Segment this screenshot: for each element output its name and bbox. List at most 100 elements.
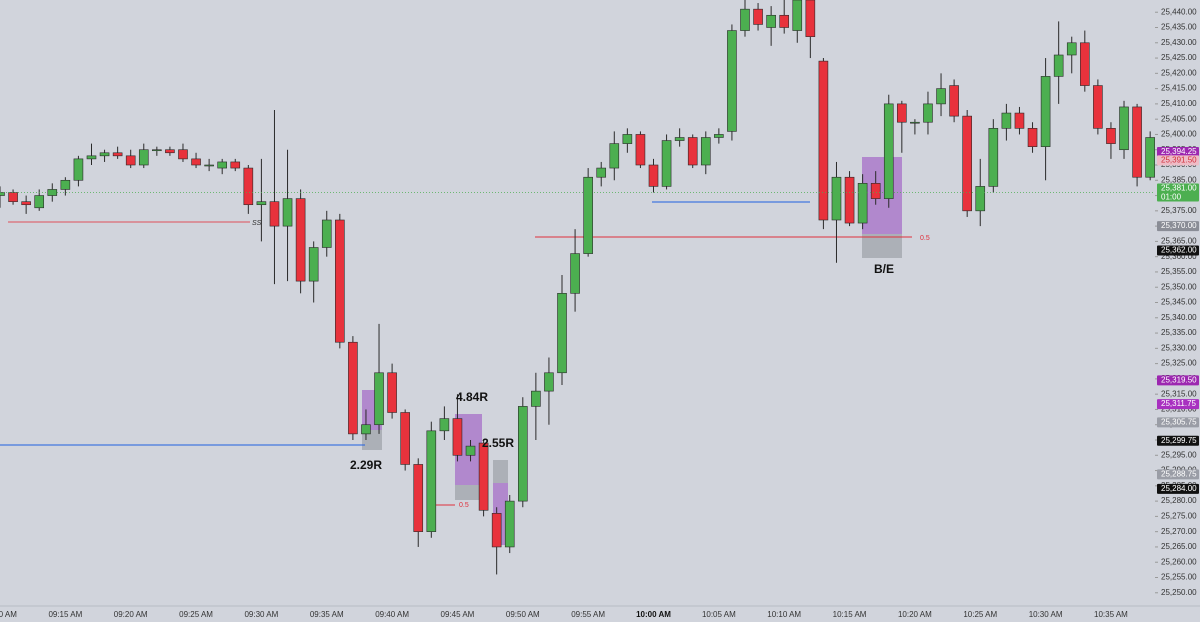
y-tick-label: 25,405.00 <box>1161 114 1197 123</box>
candle-body <box>674 137 685 141</box>
price-badge <box>1157 469 1199 480</box>
annotation: 0.5 <box>920 235 930 242</box>
candle-body <box>583 176 593 254</box>
y-tick-label: 25,250.00 <box>1161 588 1197 597</box>
candle-body <box>1027 128 1038 147</box>
y-tick-label: 25,425.00 <box>1161 53 1197 62</box>
candle-body <box>923 103 933 123</box>
candle-body <box>21 201 31 206</box>
x-tick-label: 10:35 AM <box>1094 610 1128 619</box>
y-tick-label: 25,280.00 <box>1161 496 1197 505</box>
candle-body <box>792 0 803 31</box>
candle-body <box>295 198 306 282</box>
candles <box>0 0 1155 575</box>
y-tick-label: 25,295.00 <box>1161 450 1197 459</box>
candle-body <box>517 406 528 502</box>
candle-body <box>740 8 750 31</box>
price-badge-label: 25,394.25 <box>1161 147 1197 156</box>
price-badge-countdown: 01:00 <box>1161 193 1182 202</box>
x-tick-label: 10:15 AM <box>833 610 867 619</box>
candle-body <box>975 186 986 212</box>
candle-body <box>1066 42 1077 56</box>
x-tick-label: 10:25 AM <box>963 610 997 619</box>
candle-body <box>439 418 450 432</box>
y-tick-label: 25,360.00 <box>1161 252 1197 261</box>
price-badge <box>1157 483 1199 494</box>
y-tick-label: 25,350.00 <box>1161 282 1197 291</box>
risk-zone <box>493 460 508 483</box>
candle-body <box>635 134 646 166</box>
y-tick-label: 25,375.00 <box>1161 206 1197 215</box>
y-tick-label: 25,315.00 <box>1161 389 1197 398</box>
x-tick-label: 09:45 AM <box>441 610 475 619</box>
price-badge <box>1157 245 1199 256</box>
candle-body <box>531 390 541 407</box>
risk-zone <box>362 430 382 450</box>
x-tick-label: 10:20 AM <box>898 610 932 619</box>
y-tick-label: 25,355.00 <box>1161 267 1197 276</box>
price-badge-label: 25,391.50 <box>1161 156 1197 165</box>
candle-body <box>191 158 201 166</box>
candle-body <box>256 201 267 206</box>
y-tick-label: 25,335.00 <box>1161 328 1197 337</box>
candle-body <box>335 219 345 343</box>
candle-body <box>805 0 816 37</box>
candle-body <box>596 167 607 178</box>
candle-body <box>269 201 280 227</box>
position-overlays <box>0 157 912 545</box>
y-tick-label: 25,410.00 <box>1161 99 1197 108</box>
candle-body <box>112 152 123 157</box>
price-badge-label: 25,299.75 <box>1161 436 1197 445</box>
axes: 25,250.00 25,255.00 25,260.00 25,265.00 25,2… <box>0 7 1199 619</box>
price-badge-label: 25,362.00 <box>1161 246 1197 255</box>
annotation: 2.55R <box>482 436 514 450</box>
candle-body <box>243 167 254 206</box>
x-tick-label: 09:55 AM <box>571 610 605 619</box>
y-tick-label: 25,275.00 <box>1161 511 1197 520</box>
candle-body <box>230 161 241 169</box>
candle-body <box>831 176 842 221</box>
price-badge <box>1157 155 1199 166</box>
candle-body <box>452 418 463 456</box>
candle-body <box>883 103 894 199</box>
candle-body <box>47 189 58 196</box>
candle-body <box>152 149 162 152</box>
candle-body <box>99 152 110 157</box>
x-tick-label: 10:05 AM <box>702 610 736 619</box>
risk-zone <box>862 234 902 258</box>
price-badge <box>1157 435 1199 446</box>
risk-zone <box>455 485 482 500</box>
annotation: 4.84R <box>456 390 488 404</box>
candle-body <box>570 253 580 294</box>
candle-body <box>413 464 424 532</box>
candle-body <box>779 14 790 28</box>
candle-body <box>374 372 384 426</box>
y-tick-label: 25,255.00 <box>1161 573 1197 582</box>
candle-body <box>125 155 136 166</box>
x-tick-label: 10:30 AM <box>1029 610 1063 619</box>
candle-body <box>766 14 776 28</box>
y-tick-label: 25,265.00 <box>1161 542 1197 551</box>
candle-body <box>361 424 371 435</box>
annotations: SS 0.5 0.5 2.29R 4.84R 2.55R B/E <box>252 220 930 509</box>
candle-body <box>988 128 999 187</box>
y-tick-label: 25,270.00 <box>1161 527 1197 536</box>
price-badge <box>1157 183 1199 202</box>
price-badge-label: 25,381.00 <box>1161 184 1197 193</box>
annotation: 2.29R <box>350 458 382 472</box>
y-tick-label: 25,400.00 <box>1161 130 1197 139</box>
y-tick-label: 25,435.00 <box>1161 23 1197 32</box>
candle-body <box>727 30 737 132</box>
candle-body <box>648 164 659 187</box>
profit-zone <box>862 157 902 234</box>
candle-body <box>478 442 489 511</box>
y-tick-label: 25,260.00 <box>1161 557 1197 566</box>
x-tick-label: 09:15 AM <box>48 610 82 619</box>
y-tick-label: 25,365.00 <box>1161 236 1197 245</box>
y-tick-label: 25,430.00 <box>1161 38 1197 47</box>
candle-body <box>348 341 358 435</box>
candle-body <box>557 293 567 374</box>
x-tick-label: 09:50 AM <box>506 610 540 619</box>
price-badge-label: 25,311.75 <box>1161 399 1197 408</box>
price-badge-label: 25,288.75 <box>1161 469 1197 478</box>
